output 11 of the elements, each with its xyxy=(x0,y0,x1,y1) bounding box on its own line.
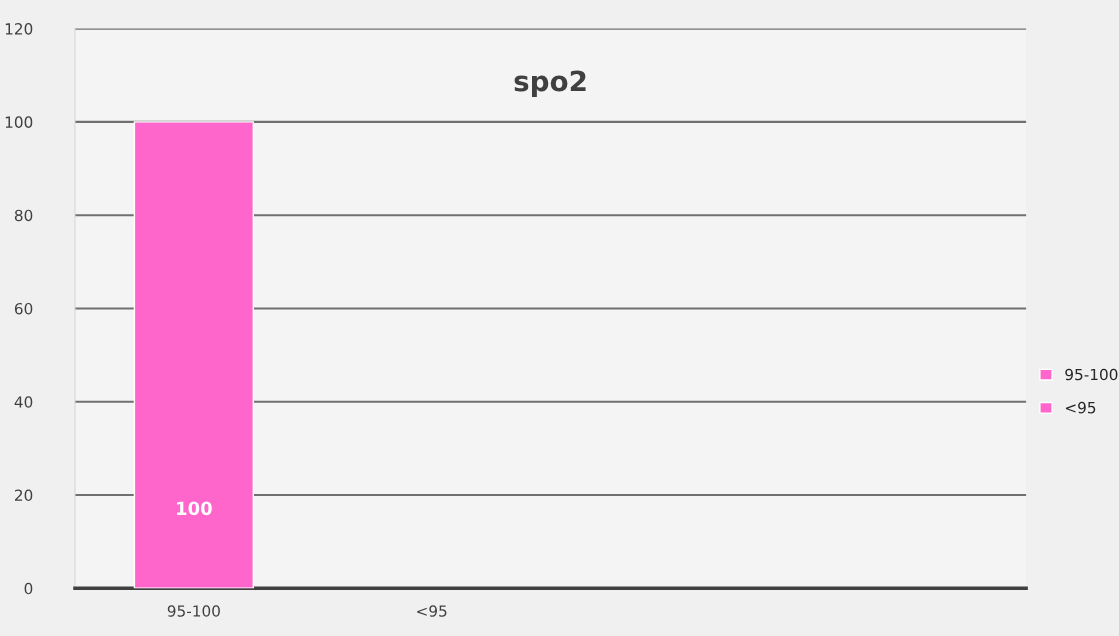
y-tick-label: 20 xyxy=(14,489,33,502)
y-tick-label: 0 xyxy=(24,582,33,595)
y-tick-label: 80 xyxy=(14,209,33,222)
y-tick-label: 120 xyxy=(5,23,33,35)
legend-label: <95 xyxy=(1065,401,1096,414)
text: spo2 xyxy=(514,70,586,97)
y-tick-label: 60 xyxy=(14,302,33,315)
data-label: 100 xyxy=(177,501,212,516)
legend-label: 95-100 xyxy=(1065,368,1118,381)
y-tick-label: 100 xyxy=(5,116,33,128)
y-tick-label: 40 xyxy=(14,396,33,408)
